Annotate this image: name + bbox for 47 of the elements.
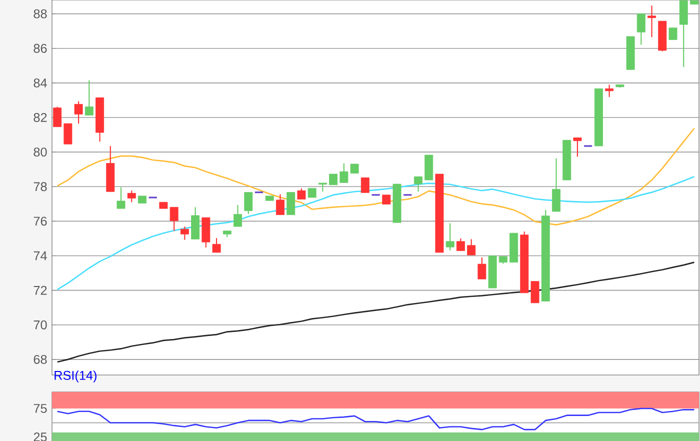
candlestick [116,186,126,210]
y-tick-label: 76 [34,216,47,226]
y-tick-label: 88 [34,9,47,18]
line-series [56,262,695,363]
candlestick [382,194,391,205]
candlestick [297,188,306,200]
candlestick [244,192,253,214]
candlestick [276,194,284,216]
candlestick [605,84,614,98]
candlestick [53,106,62,128]
candlestick [329,173,338,186]
candlestick [212,238,221,253]
candlestick [668,27,678,40]
candlestick [573,137,582,158]
line-series [56,176,695,290]
candlestick [467,238,476,256]
y-tick-label: 25 [34,432,47,441]
candlestick [414,176,422,192]
line-series [56,128,695,226]
y-tick-label: 74 [34,251,47,260]
y-tick-label: 72 [34,286,47,295]
chart-title: RSI(14) [54,370,96,382]
candlestick [308,188,316,198]
candlestick [286,192,296,216]
candlestick [530,280,540,304]
y-tick-label: 86 [34,44,47,53]
y-tick-label: 68 [34,354,47,364]
y-tick-label: 80 [34,148,47,157]
y-tick-label: 82 [34,113,47,122]
candlestick [84,80,94,116]
candlestick [478,256,486,280]
y-tick-label: 84 [34,78,47,88]
candlestick [74,100,83,124]
candlestick [234,204,242,228]
candlestick [191,206,200,240]
candlestick [64,123,72,145]
candlestick [648,4,656,38]
candlestick [552,158,560,212]
candlestick [180,226,189,240]
candlestick [127,190,136,203]
candlestick [636,13,646,46]
y-tick-label: 78 [34,182,47,192]
y-tick-label: 70 [34,320,47,330]
y-tick-label: 75 [34,404,47,413]
candlestick [360,177,370,194]
candlestick [456,238,465,252]
candlestick [446,222,454,251]
